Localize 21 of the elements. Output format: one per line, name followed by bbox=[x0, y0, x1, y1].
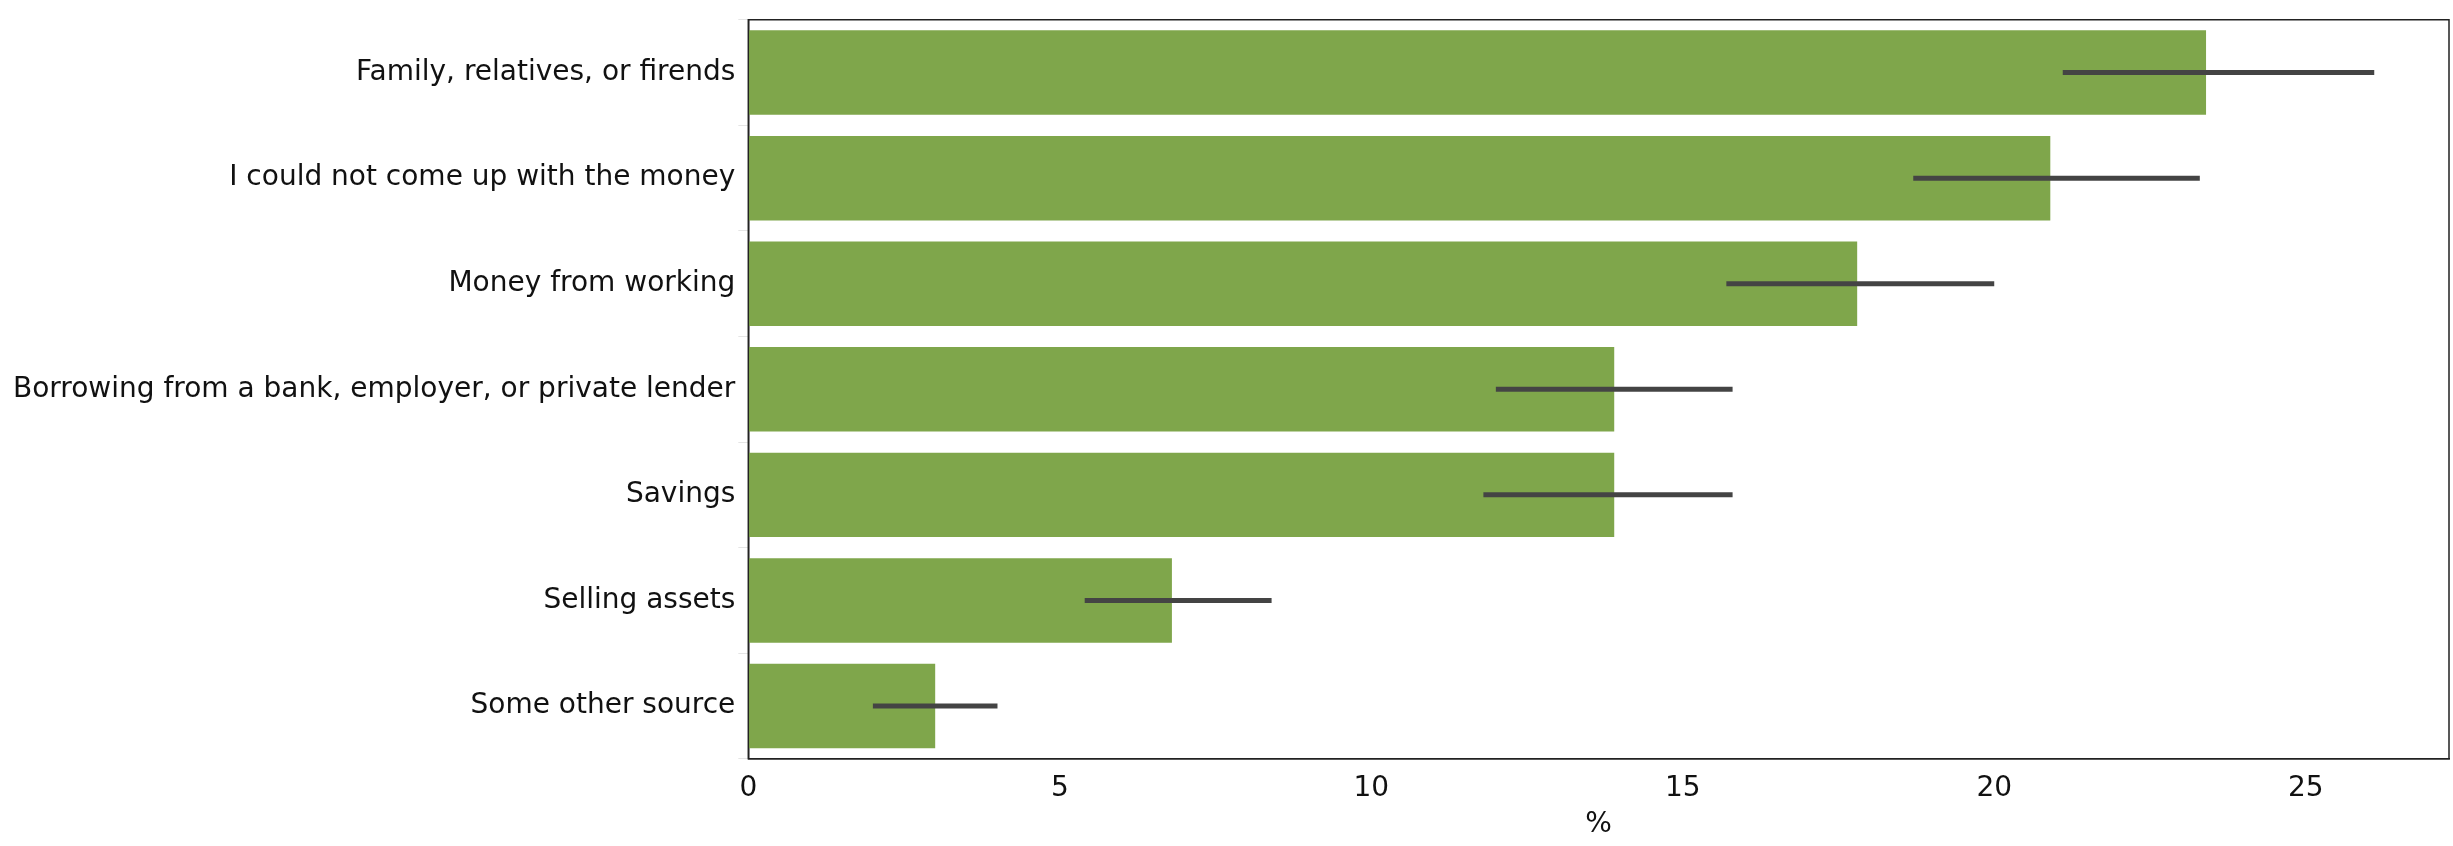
bar bbox=[748, 30, 2207, 115]
bar bbox=[748, 452, 1615, 538]
x-axis-title: % bbox=[1585, 806, 1612, 840]
x-tick-label: 25 bbox=[2287, 769, 2324, 803]
bar bbox=[748, 347, 1615, 432]
bar bbox=[748, 241, 1858, 326]
bar bbox=[748, 663, 936, 749]
x-tick-label: 10 bbox=[1353, 769, 1390, 803]
x-tick-label: 20 bbox=[1976, 769, 2013, 803]
y-tick-label: Family, relatives, or firends bbox=[355, 53, 736, 87]
y-tick-label: Savings bbox=[625, 476, 736, 510]
bar bbox=[748, 135, 2051, 221]
y-tick-label: I could not come up with the money bbox=[229, 159, 736, 193]
y-tick-label: Selling assets bbox=[543, 581, 736, 615]
y-tick-label: Borrowing from a bank, employer, or private lender bbox=[12, 370, 736, 404]
x-tick-label: 5 bbox=[1050, 769, 1069, 803]
bar bbox=[748, 558, 1172, 643]
x-tick-label: 0 bbox=[739, 769, 758, 803]
y-tick-label: Money from working bbox=[448, 265, 736, 299]
y-tick-label: Some other source bbox=[470, 687, 736, 721]
x-tick-label: 15 bbox=[1664, 769, 1701, 803]
